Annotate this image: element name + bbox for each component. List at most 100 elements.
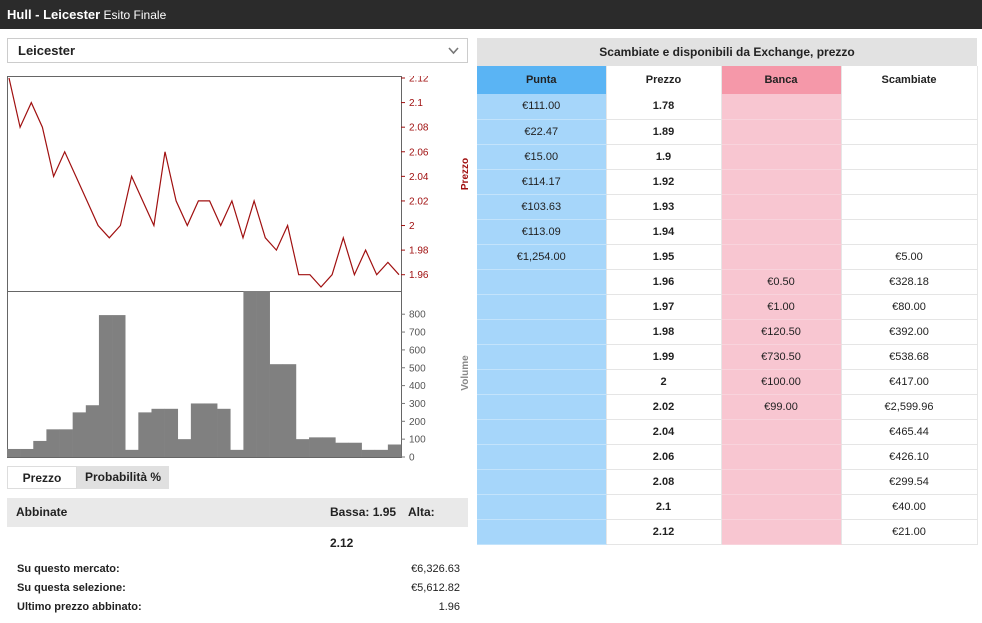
traded-cell: €40.00 <box>841 494 978 520</box>
volume-bar <box>7 448 21 457</box>
volume-bar <box>322 437 336 457</box>
volume-axis-label: Volume <box>460 355 471 391</box>
traded-cell: €2,599.96 <box>841 394 978 420</box>
back-cell[interactable] <box>477 444 607 470</box>
ladder-row: 2.1 €40.00 <box>477 494 978 520</box>
lay-cell[interactable] <box>721 119 842 145</box>
price-cell: 2.06 <box>606 444 722 470</box>
lay-cell[interactable] <box>721 444 842 470</box>
volume-bar <box>190 403 205 457</box>
lay-cell[interactable] <box>721 194 842 220</box>
back-cell[interactable] <box>477 469 607 495</box>
back-cell[interactable] <box>477 319 607 345</box>
volume-bar <box>125 449 139 457</box>
back-cell[interactable] <box>477 369 607 395</box>
back-cell[interactable] <box>477 519 607 545</box>
ladder-row: €114.17 1.92 <box>477 169 978 195</box>
back-cell[interactable]: €22.47 <box>477 119 607 145</box>
price-tick-label: 2.02 <box>409 196 429 207</box>
back-cell[interactable]: €114.17 <box>477 169 607 195</box>
back-cell[interactable]: €1,254.00 <box>477 244 607 270</box>
price-cell: 1.93 <box>606 194 722 220</box>
header-traded: Scambiate <box>841 66 978 94</box>
ladder-row: €15.00 1.9 <box>477 144 978 170</box>
volume-bar <box>164 408 179 457</box>
back-cell[interactable] <box>477 294 607 320</box>
volume-bar <box>33 440 47 457</box>
ladder-row: 1.98 €120.50 €392.00 <box>477 319 978 345</box>
stat-row: Su questo mercato: €6,326.63 <box>17 563 460 582</box>
ladder-row: 1.96 €0.50 €328.18 <box>477 269 978 295</box>
back-cell[interactable]: €15.00 <box>477 144 607 170</box>
lay-cell[interactable] <box>721 219 842 245</box>
volume-tick-label: 500 <box>409 363 426 374</box>
lay-cell[interactable]: €100.00 <box>721 369 842 395</box>
traded-cell: €417.00 <box>841 369 978 395</box>
stat-value: 1.96 <box>438 601 460 613</box>
lay-cell[interactable]: €99.00 <box>721 394 842 420</box>
price-plot: 2.12 2.1 2.08 2.06 2.04 2.02 2 1.98 1.96 <box>7 76 429 292</box>
price-volume-chart: 2.12 2.1 2.08 2.06 2.04 2.02 2 1.98 1.96 0 100 200… <box>7 76 477 462</box>
header-lay: Banca <box>721 66 842 94</box>
back-cell[interactable] <box>477 269 607 295</box>
price-tick-label: 2.06 <box>409 147 429 158</box>
lay-cell[interactable] <box>721 469 842 495</box>
lay-cell[interactable] <box>721 169 842 195</box>
stat-row: Ultimo prezzo abbinato: 1.96 <box>17 601 460 620</box>
volume-tick-label: 700 <box>409 328 426 339</box>
exchange-title: Scambiate e disponibili da Exchange, pre… <box>477 38 977 66</box>
volume-tick-label: 300 <box>409 399 426 410</box>
stat-label: Su questo mercato: <box>17 563 120 575</box>
ladder-table: Punta Prezzo Banca Scambiate €111.00 1.78… <box>477 66 978 545</box>
price-cell: 2.12 <box>606 519 722 545</box>
lay-cell[interactable] <box>721 94 842 120</box>
lay-cell[interactable] <box>721 494 842 520</box>
stat-label: Ultimo prezzo abbinato: <box>17 601 142 613</box>
volume-bar <box>177 439 192 457</box>
lay-cell[interactable]: €120.50 <box>721 319 842 345</box>
back-cell[interactable] <box>477 344 607 370</box>
volume-tick-label: 200 <box>409 417 426 428</box>
stat-value: €6,326.63 <box>411 563 460 575</box>
stat-row: Su questa selezione: €5,612.82 <box>17 582 460 601</box>
volume-bar <box>256 291 270 457</box>
back-cell[interactable]: €103.63 <box>477 194 607 220</box>
price-cell: 2 <box>606 369 722 395</box>
toggle-probability[interactable]: Probabilità % <box>77 466 169 489</box>
back-cell[interactable] <box>477 394 607 420</box>
toggle-price[interactable]: Prezzo <box>7 466 77 489</box>
price-tick-label: 2.04 <box>409 172 429 183</box>
volume-bar <box>230 449 244 457</box>
price-tick-label: 2.08 <box>409 123 429 134</box>
volume-bar <box>112 315 126 457</box>
lay-cell[interactable]: €1.00 <box>721 294 842 320</box>
volume-tick-label: 400 <box>409 381 426 392</box>
price-cell: 1.99 <box>606 344 722 370</box>
lay-cell[interactable] <box>721 419 842 445</box>
traded-cell: €538.68 <box>841 344 978 370</box>
volume-bar <box>282 364 297 457</box>
selection-dropdown[interactable]: Leicester <box>7 38 468 63</box>
lay-cell[interactable] <box>721 144 842 170</box>
ladder-row: 2.06 €426.10 <box>477 444 978 470</box>
volume-bar <box>72 412 87 457</box>
back-cell[interactable]: €111.00 <box>477 94 607 120</box>
volume-tick-label: 600 <box>409 345 426 356</box>
volume-bar <box>59 429 73 457</box>
traded-cell: €21.00 <box>841 519 978 545</box>
volume-bar <box>85 405 100 457</box>
traded-cell <box>841 169 978 195</box>
back-cell[interactable]: €113.09 <box>477 219 607 245</box>
lay-cell[interactable]: €0.50 <box>721 269 842 295</box>
back-cell[interactable] <box>477 494 607 520</box>
back-cell[interactable] <box>477 419 607 445</box>
traded-cell: €299.54 <box>841 469 978 495</box>
traded-cell <box>841 144 978 170</box>
volume-tick-label: 0 <box>409 453 415 463</box>
lay-cell[interactable] <box>721 519 842 545</box>
volume-bar <box>269 364 284 457</box>
price-tick-label: 2.12 <box>409 76 429 85</box>
lay-cell[interactable]: €730.50 <box>721 344 842 370</box>
lay-cell[interactable] <box>721 244 842 270</box>
ladder-row: 2.08 €299.54 <box>477 469 978 495</box>
